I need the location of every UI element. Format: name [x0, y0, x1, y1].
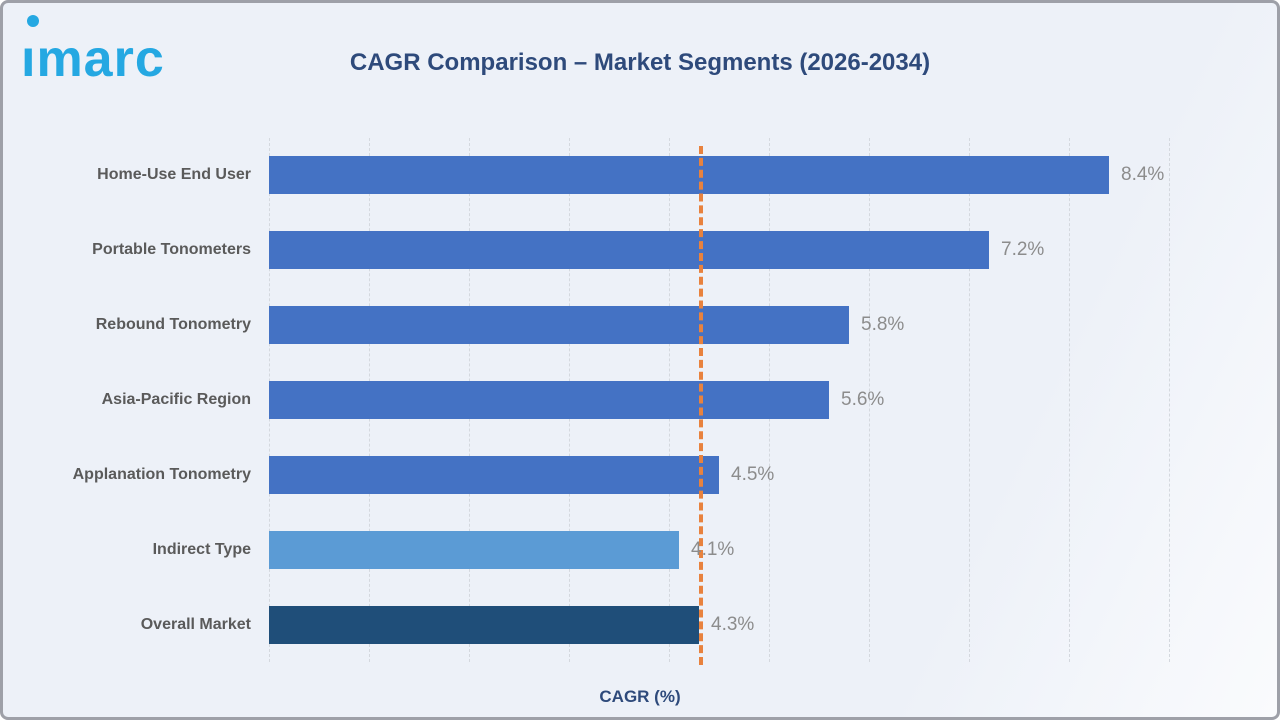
bar-portable-tonometers — [269, 231, 989, 270]
bar-applanation-tonometry — [269, 455, 719, 494]
bar-value-label: 8.4% — [1121, 164, 1165, 186]
bar-value-label: 7.2% — [1001, 239, 1045, 261]
bar-value-label: 4.3% — [711, 613, 755, 635]
bar-value-label: 5.6% — [841, 389, 885, 410]
logo-i-dot — [27, 15, 39, 27]
bar-asia-pacific-region — [269, 381, 829, 419]
gridline — [969, 138, 970, 662]
x-axis-label: CAGR (%) — [599, 687, 681, 706]
gridline — [1069, 138, 1070, 662]
category-label: Rebound Tonometry — [95, 316, 251, 334]
bar-value-label: 5.8% — [861, 314, 905, 336]
imarc-logo: ımarc — [21, 9, 221, 99]
category-label: Overall Market — [140, 615, 251, 633]
plot-area: 8.4% 7.2% 5.8% 5.6% 4.5% 4.1% 4.3% — [269, 138, 1244, 665]
reference-line — [699, 146, 703, 665]
category-axis: Home-Use End User Portable Tonometers Rebo… — [3, 138, 251, 662]
category-label: Applanation Tonometry — [72, 465, 251, 483]
category-label: Indirect Type — [152, 540, 251, 558]
bar-indirect-type — [269, 530, 679, 569]
gridline — [869, 138, 870, 662]
bar-value-label: 4.1% — [691, 538, 735, 560]
category-label: Portable Tonometers — [92, 241, 251, 259]
bar-value-label: 4.5% — [731, 463, 775, 485]
gridline — [1169, 138, 1170, 662]
bar-overall-market — [269, 605, 699, 644]
bar-rebound-tonometry — [269, 306, 849, 345]
logo-text: ımarc — [21, 30, 165, 88]
category-label: Asia-Pacific Region — [101, 390, 251, 408]
bar-home-use-end-user — [269, 156, 1109, 195]
category-label: Home-Use End User — [97, 166, 251, 184]
chart-title: CAGR Comparison – Market Segments (2026-… — [349, 49, 931, 76]
